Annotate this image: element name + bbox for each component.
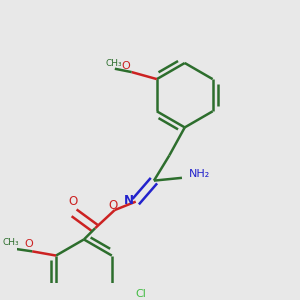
Text: CH₃: CH₃: [3, 238, 20, 247]
Text: N: N: [124, 194, 134, 207]
Text: O: O: [109, 199, 118, 212]
Text: NH₂: NH₂: [189, 169, 210, 178]
Text: Cl: Cl: [136, 289, 146, 299]
Text: O: O: [122, 61, 130, 71]
Text: O: O: [68, 195, 77, 208]
Text: O: O: [25, 239, 34, 249]
Text: CH₃: CH₃: [105, 59, 122, 68]
